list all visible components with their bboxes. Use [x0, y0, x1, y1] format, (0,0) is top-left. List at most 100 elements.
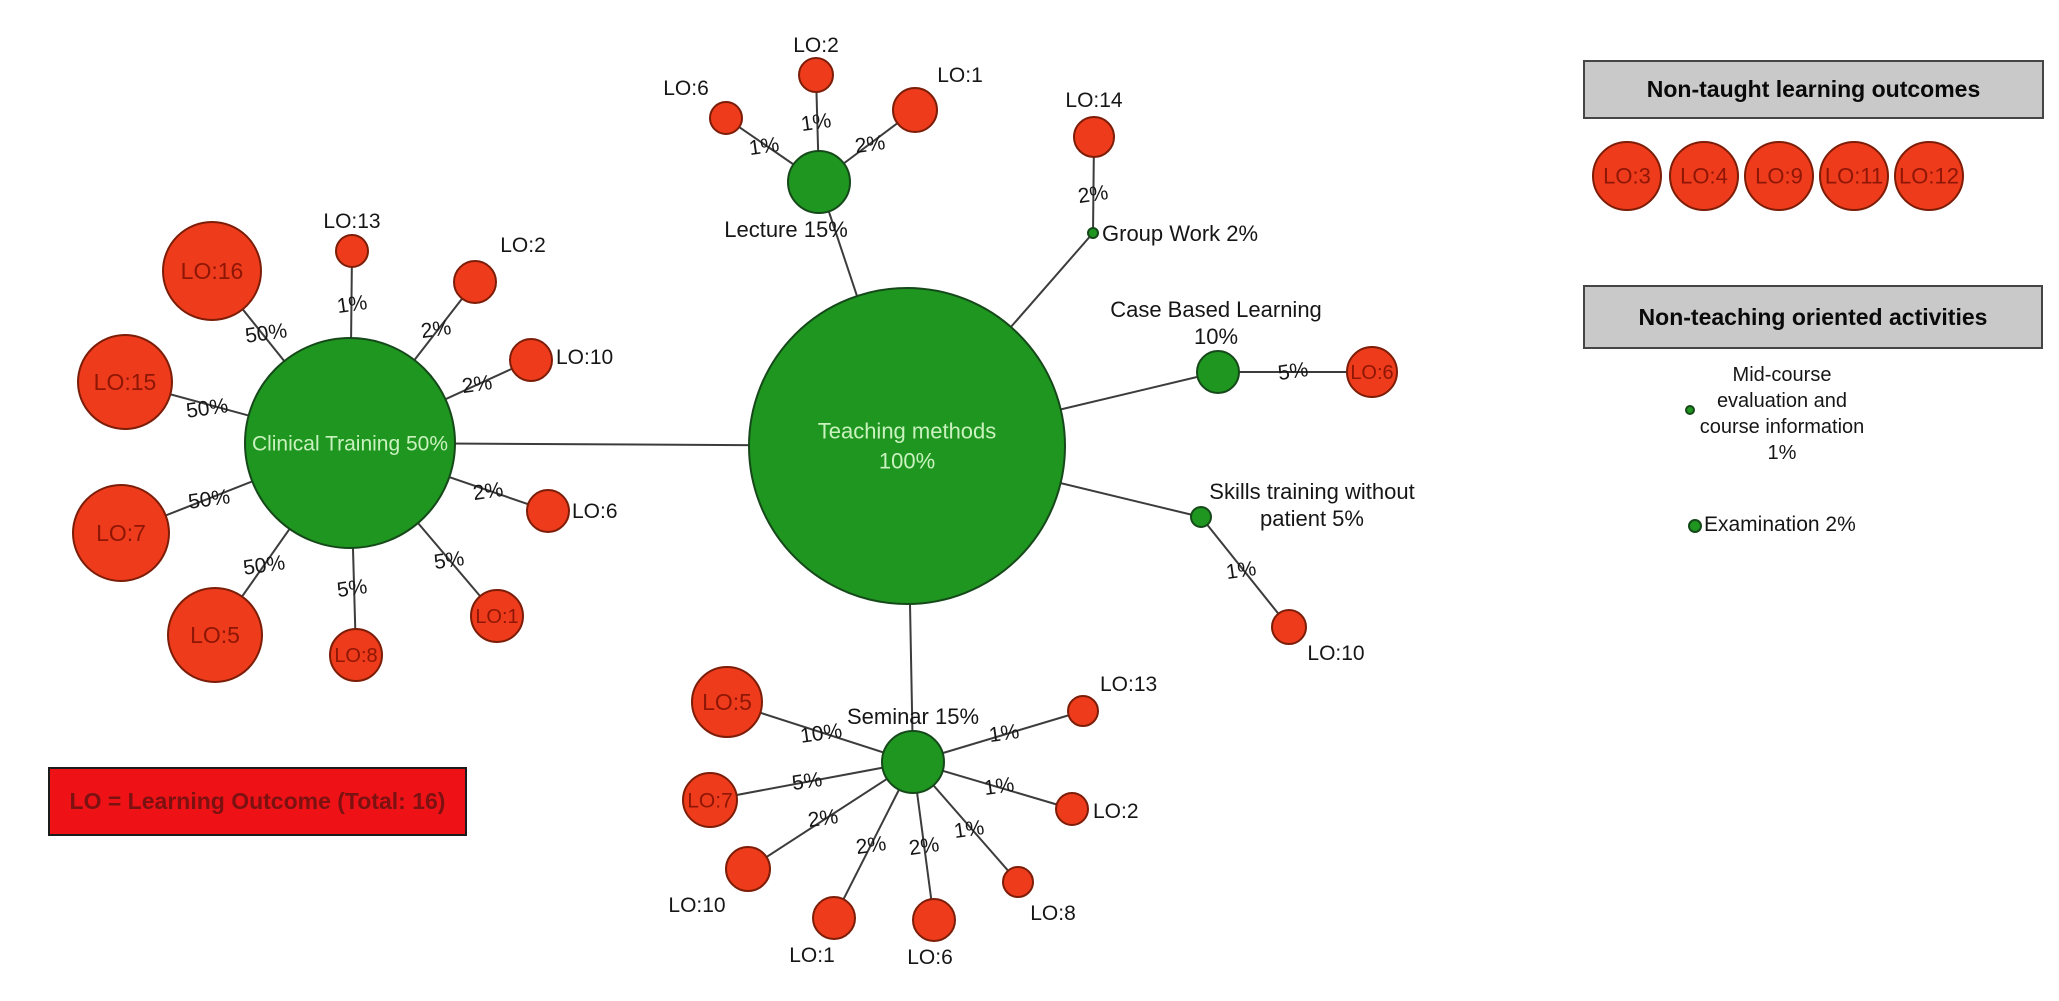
- node-label-lo6c: LO:6: [572, 500, 618, 523]
- node-lo8c: [329, 628, 383, 682]
- node-label-lo15: LO:15: [94, 369, 157, 395]
- node-label-lo8s: LO:8: [1030, 902, 1076, 925]
- non-teaching-panel-title: Non-teaching oriented activities: [1638, 303, 1988, 330]
- midcourse-line-1: Mid-course: [1732, 364, 1832, 386]
- edge-label-sem-lo2s: 1%: [982, 773, 1015, 800]
- edge-label-ct-lo8c: 5%: [335, 575, 368, 602]
- label-case-based-1: Case Based Learning: [1110, 297, 1322, 322]
- edge-label-sem-lo6s: 2%: [907, 833, 940, 860]
- non-teaching-panel: Non-teaching oriented activities: [1583, 285, 2043, 349]
- node-lo15: [77, 334, 173, 430]
- edge-sem-lo7s: [709, 761, 914, 801]
- node-label-nt9: LO:9: [1755, 164, 1803, 189]
- node-act2: [1688, 519, 1702, 533]
- node-label-nt4: LO:4: [1680, 164, 1728, 189]
- label-group-work: Group Work 2%: [1102, 221, 1258, 246]
- node-nt9: [1744, 141, 1814, 211]
- node-lo10m: [725, 846, 771, 892]
- edge-label-ct-lo15: 50%: [185, 394, 230, 423]
- edge-label-gw-lo14: 2%: [1076, 181, 1109, 208]
- edge-label-ct-lo6c: 2%: [471, 478, 504, 505]
- node-label-tm: 100%: [879, 449, 935, 474]
- node-label-nt11: LO:11: [1825, 164, 1883, 189]
- node-lo6b: [1346, 346, 1398, 398]
- label-skills-1: Skills training without: [1209, 479, 1414, 504]
- node-lo6c: [526, 489, 570, 533]
- edge-label-ct-lo7c: 50%: [187, 485, 232, 514]
- edge-label-sem-lo10m: 2%: [806, 805, 839, 832]
- node-label-lo13c: LO:13: [323, 210, 380, 233]
- node-label-lo10c: LO:10: [556, 346, 613, 369]
- label-seminar: Seminar 15%: [847, 704, 979, 729]
- node-label-lo1l: LO:1: [937, 64, 983, 87]
- node-label-nt3: LO:3: [1603, 164, 1651, 189]
- examination-activity-label: Examination 2%: [1704, 513, 1856, 536]
- node-label-lo1c: LO:1: [475, 606, 518, 628]
- node-label-ct: Clinical Training 50%: [252, 432, 448, 455]
- node-lo7c: [72, 484, 170, 582]
- node-label-lo5s: LO:5: [702, 689, 752, 715]
- node-lo8s: [1002, 866, 1034, 898]
- node-tm: [748, 287, 1066, 605]
- edge-label-sem-lo1s: 2%: [854, 832, 887, 859]
- node-cbl: [1196, 350, 1240, 394]
- node-lo2c: [453, 260, 497, 304]
- edge-label-sem-lo8s: 1%: [952, 816, 985, 843]
- node-lo5s: [691, 666, 763, 738]
- node-lo6s: [912, 898, 956, 942]
- node-nt4: [1669, 141, 1739, 211]
- node-label-lo2l: LO:2: [793, 34, 839, 57]
- midcourse-line-3: course information: [1699, 416, 1865, 438]
- node-label-lo16: LO:16: [181, 258, 244, 284]
- node-label-lo7c: LO:7: [96, 520, 146, 546]
- node-stp: [1190, 506, 1212, 528]
- edge-label-stp-lo10s: 1%: [1224, 557, 1257, 584]
- node-lo2s: [1055, 792, 1089, 826]
- node-label-lo1s: LO:1: [789, 944, 835, 967]
- label-lecture: Lecture 15%: [724, 217, 848, 242]
- node-label-lo7s: LO:7: [687, 789, 733, 812]
- node-lo1l: [892, 87, 938, 133]
- edge-stp-lo10s: [1200, 516, 1290, 628]
- edge-label-ct-lo13c: 1%: [335, 291, 368, 318]
- edge-label-ct-lo10c: 2%: [460, 371, 493, 398]
- node-lo10c: [509, 338, 553, 382]
- node-lec: [787, 150, 851, 214]
- edge-label-lec-lo2l: 1%: [799, 109, 832, 136]
- node-lo1s: [812, 896, 856, 940]
- node-label-lo8c: LO:8: [334, 645, 377, 667]
- midcourse-activity-label: Mid-course evaluation and course informa…: [1662, 362, 1902, 466]
- node-label-lo2s: LO:2: [1093, 800, 1139, 823]
- node-lo1c: [470, 589, 524, 643]
- node-label-lo14: LO:14: [1065, 89, 1123, 112]
- edge-label-lec-lo1l: 2%: [853, 131, 886, 158]
- label-case-based-2: 10%: [1194, 324, 1238, 349]
- edge-label-sem-lo5s: 10%: [799, 719, 844, 748]
- node-label-lo5c: LO:5: [190, 622, 240, 648]
- edge-label-ct-lo16: 50%: [244, 319, 289, 348]
- node-lo16: [162, 221, 262, 321]
- node-label-lo6b: LO:6: [1350, 362, 1393, 384]
- node-gw: [1087, 227, 1099, 239]
- node-ct: [244, 337, 456, 549]
- node-label-lo10m: LO:10: [668, 894, 725, 917]
- edge-label-ct-lo2c: 2%: [419, 316, 452, 343]
- node-lo6l: [709, 101, 743, 135]
- edge-label-ct-lo1c: 5%: [432, 547, 465, 574]
- node-lo5c: [167, 587, 263, 683]
- node-label-nt12: LO:12: [1899, 164, 1959, 189]
- node-label-tm: Teaching methods: [818, 419, 997, 444]
- label-skills-2: patient 5%: [1260, 506, 1364, 531]
- node-sem: [881, 730, 945, 794]
- non-taught-panel-title: Non-taught learning outcomes: [1646, 76, 1981, 102]
- midcourse-line-4: 1%: [1767, 442, 1797, 464]
- edge-label-lec-lo6l: 1%: [747, 133, 780, 160]
- node-nt11: [1819, 141, 1889, 211]
- node-lo7s: [682, 772, 738, 828]
- non-taught-panel: Non-taught learning outcomes: [1583, 60, 2044, 119]
- node-label-lo2c: LO:2: [500, 234, 546, 257]
- node-lo14: [1073, 116, 1115, 158]
- node-label-lo6l: LO:6: [663, 77, 709, 100]
